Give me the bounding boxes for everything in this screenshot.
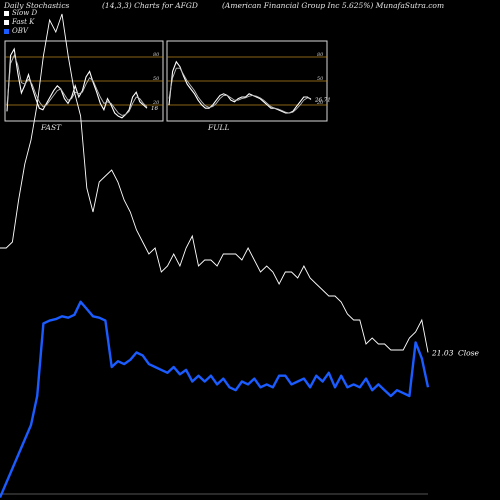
legend-label-fast-k: Fast K <box>12 18 35 26</box>
fast-last-value-label: 16 <box>151 106 158 112</box>
full-level-label: 80 <box>317 52 324 58</box>
full-last-value-label: 26.71 <box>314 97 331 103</box>
legend: Slow D Fast K OBV <box>4 9 37 36</box>
full-level-label: 50 <box>317 76 324 82</box>
fast-series-line <box>6 47 148 119</box>
last-close-value-label: 21.03 <box>431 348 454 357</box>
legend-item-obv: OBV <box>4 27 37 36</box>
legend-label-slow-d: Slow D <box>12 9 38 17</box>
header-right: (American Financial Group Inc 5.625%) Mu… <box>222 1 445 10</box>
legend-swatch-obv <box>4 29 9 34</box>
header-middle: (14,3,3) Charts for AFGD <box>102 1 198 10</box>
fast-level-label: 20 <box>152 100 160 106</box>
obv-line <box>0 300 430 498</box>
fast-level-label: 80 <box>153 52 160 58</box>
fast-series-line <box>6 54 148 116</box>
legend-item-slow-d: Slow D <box>4 9 37 18</box>
fast-panel-caption: FAST <box>41 123 62 132</box>
legend-swatch-slow-d <box>4 11 9 16</box>
close-price-line <box>0 13 429 353</box>
legend-item-fast-k: Fast K <box>4 18 37 27</box>
full-panel-caption: FULL <box>208 123 230 132</box>
last-close-suffix-label: Close <box>458 348 480 357</box>
full-level-label: 20 <box>316 100 324 106</box>
full-series-line <box>168 67 312 114</box>
fast-level-label: 50 <box>153 76 160 82</box>
legend-label-obv: OBV <box>12 27 28 35</box>
header-left: Daily Stochastics <box>4 1 70 10</box>
legend-swatch-fast-k <box>4 20 9 25</box>
